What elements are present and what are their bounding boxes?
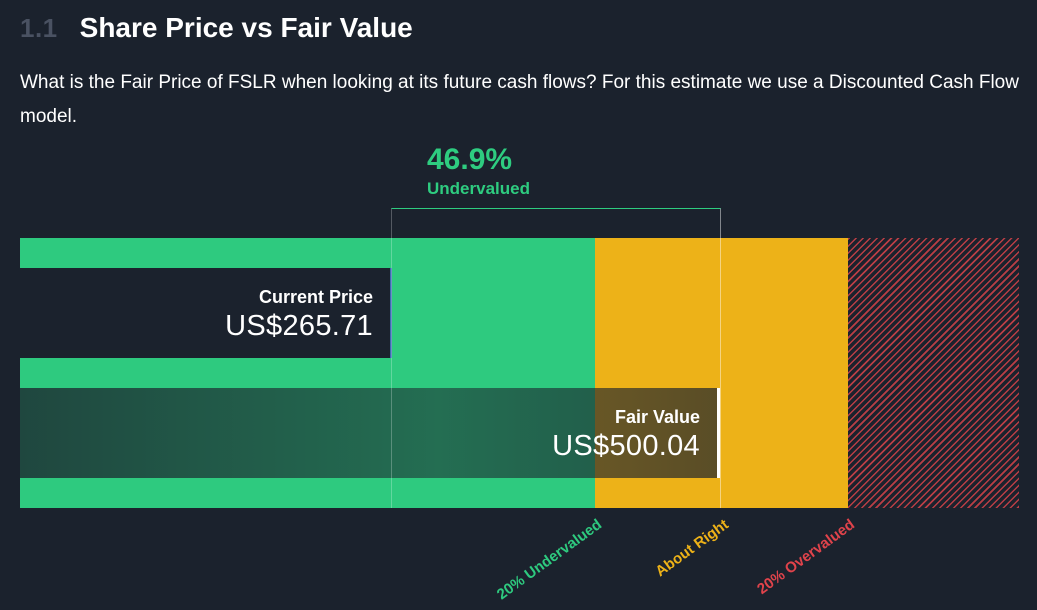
current-price-label: Current Price <box>258 287 373 307</box>
zone-overvalued <box>848 238 1019 508</box>
fair-value-label: Fair Value <box>614 407 700 427</box>
section-title: Share Price vs Fair Value <box>79 12 413 43</box>
section-number: 1.1 <box>20 12 58 43</box>
fair-value-value: US$500.04 <box>552 430 700 462</box>
current-price-bar: Current Price US$265.71 <box>20 268 392 358</box>
difference-label: Undervalued <box>427 179 530 198</box>
zone-label-about-right: About Right <box>652 516 732 581</box>
difference-percent: 46.9% <box>427 143 513 176</box>
difference-bracket <box>391 208 721 508</box>
zone-label-undervalued: 20% Undervalued <box>493 516 605 604</box>
section-description: What is the Fair Price of FSLR when look… <box>20 72 1019 127</box>
current-price-value: US$265.71 <box>225 310 373 342</box>
fair-value-bar: Fair Value US$500.04 <box>20 388 720 478</box>
zone-label-overvalued: 20% Overvalued <box>754 516 858 598</box>
section-header: 1.1 Share Price vs Fair Value <box>20 8 413 48</box>
